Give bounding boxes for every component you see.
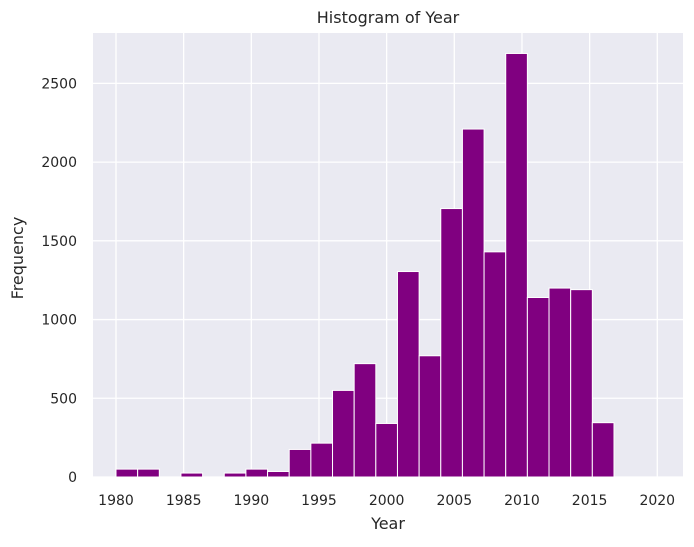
histogram-bar — [288, 448, 312, 478]
y-tick-label: 2500 — [41, 76, 77, 92]
histogram-bar — [137, 468, 160, 478]
x-tick-label: 1980 — [98, 493, 134, 509]
histogram-bar — [418, 355, 442, 478]
y-axis-label: Frequency — [8, 217, 27, 300]
histogram-bar — [353, 363, 377, 478]
histogram-bar — [548, 287, 572, 478]
chart-title: Histogram of Year — [317, 8, 460, 27]
histogram-bar — [115, 468, 139, 478]
histogram-bar — [267, 470, 290, 478]
y-tick-labels: 0 500 1000 1500 2000 2500 — [41, 76, 77, 486]
histogram-bar — [310, 442, 334, 478]
histogram-bar — [245, 468, 269, 478]
x-tick-label: 2015 — [572, 493, 608, 509]
histogram-bar — [461, 128, 485, 478]
histogram-bar — [591, 422, 615, 478]
histogram-bar — [223, 472, 247, 478]
histogram-bar — [180, 472, 204, 478]
y-tick-label: 2000 — [41, 155, 77, 171]
plot-area — [93, 33, 683, 477]
histogram-bar — [570, 289, 593, 478]
y-tick-label: 500 — [50, 391, 77, 407]
x-tick-label: 2000 — [369, 493, 405, 509]
x-axis-label: Year — [370, 514, 405, 533]
y-tick-label: 1000 — [41, 313, 77, 329]
x-tick-label: 2020 — [639, 493, 675, 509]
histogram-bar — [440, 208, 463, 478]
y-tick-label: 0 — [68, 470, 77, 486]
histogram-bar — [505, 52, 528, 478]
x-tick-label: 2010 — [504, 493, 540, 509]
x-tick-label: 1985 — [166, 493, 202, 509]
y-tick-label: 1500 — [41, 234, 77, 250]
histogram-bar — [396, 271, 420, 478]
histogram-bar — [483, 251, 507, 478]
histogram-bar — [332, 389, 355, 478]
histogram-bar — [526, 297, 550, 478]
bars — [115, 52, 615, 478]
x-tick-label: 1995 — [301, 493, 337, 509]
x-tick-labels: 1980 1985 1990 1995 2000 2005 2010 2015 2020 — [98, 493, 675, 509]
x-tick-label: 2005 — [436, 493, 472, 509]
x-tick-label: 1990 — [234, 493, 270, 509]
histogram-bar — [375, 422, 398, 478]
